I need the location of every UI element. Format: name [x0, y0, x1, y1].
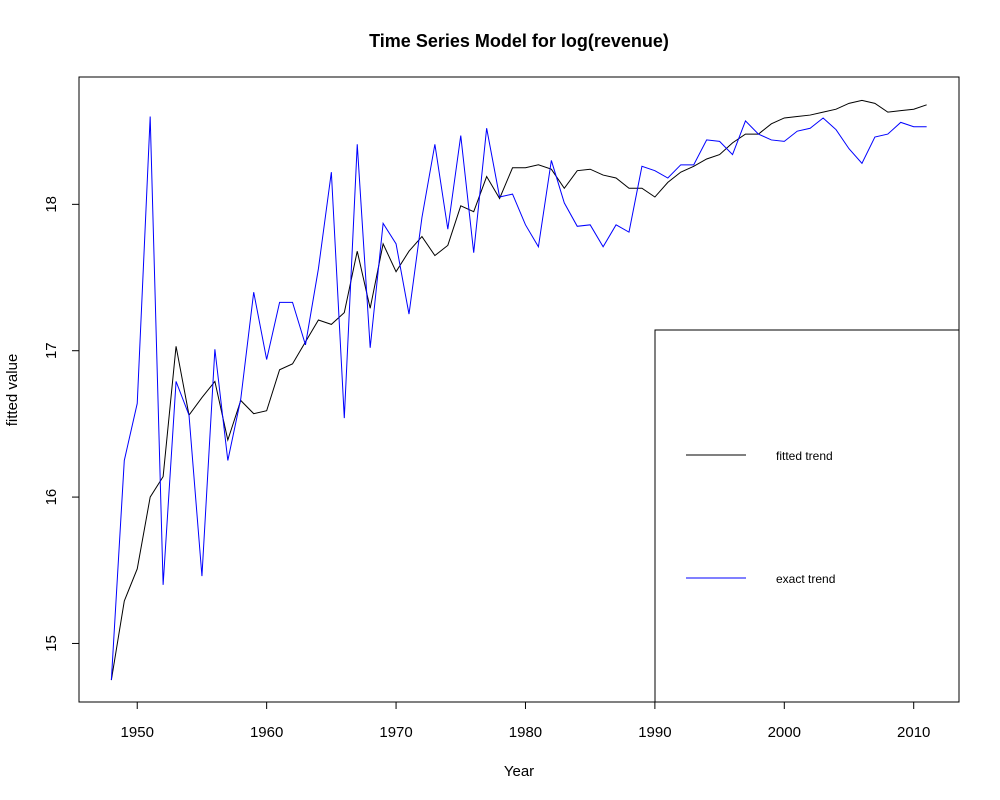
y-tick-label: 17	[43, 342, 60, 359]
x-axis: 1950 1960 1970 1980 1990 2000 2010	[121, 701, 930, 741]
legend-label-exact: exact trend	[776, 572, 835, 586]
y-tick-label: 18	[43, 196, 60, 213]
legend: fitted trend exact trend	[654, 329, 960, 703]
series-line-fitted-trend	[110, 99, 927, 681]
chart-title: Time Series Model for log(revenue)	[369, 31, 669, 51]
x-tick-label: 2000	[768, 724, 801, 741]
legend-label-fitted: fitted trend	[776, 449, 833, 463]
y-axis: 15 16 17 18	[43, 196, 80, 652]
y-tick-label: 15	[43, 635, 60, 652]
x-tick-label: 1960	[250, 724, 283, 741]
y-axis-title: fitted value	[4, 354, 21, 427]
x-tick-label: 2010	[897, 724, 930, 741]
x-tick-label: 1990	[638, 724, 671, 741]
x-tick-label: 1980	[509, 724, 542, 741]
series-layer	[110, 99, 927, 681]
x-tick-label: 1950	[121, 724, 154, 741]
y-tick-label: 16	[43, 489, 60, 506]
x-axis-title: Year	[504, 763, 534, 780]
legend-box	[654, 329, 960, 703]
x-tick-label: 1970	[379, 724, 412, 741]
series-line-exact-trend	[110, 116, 927, 681]
